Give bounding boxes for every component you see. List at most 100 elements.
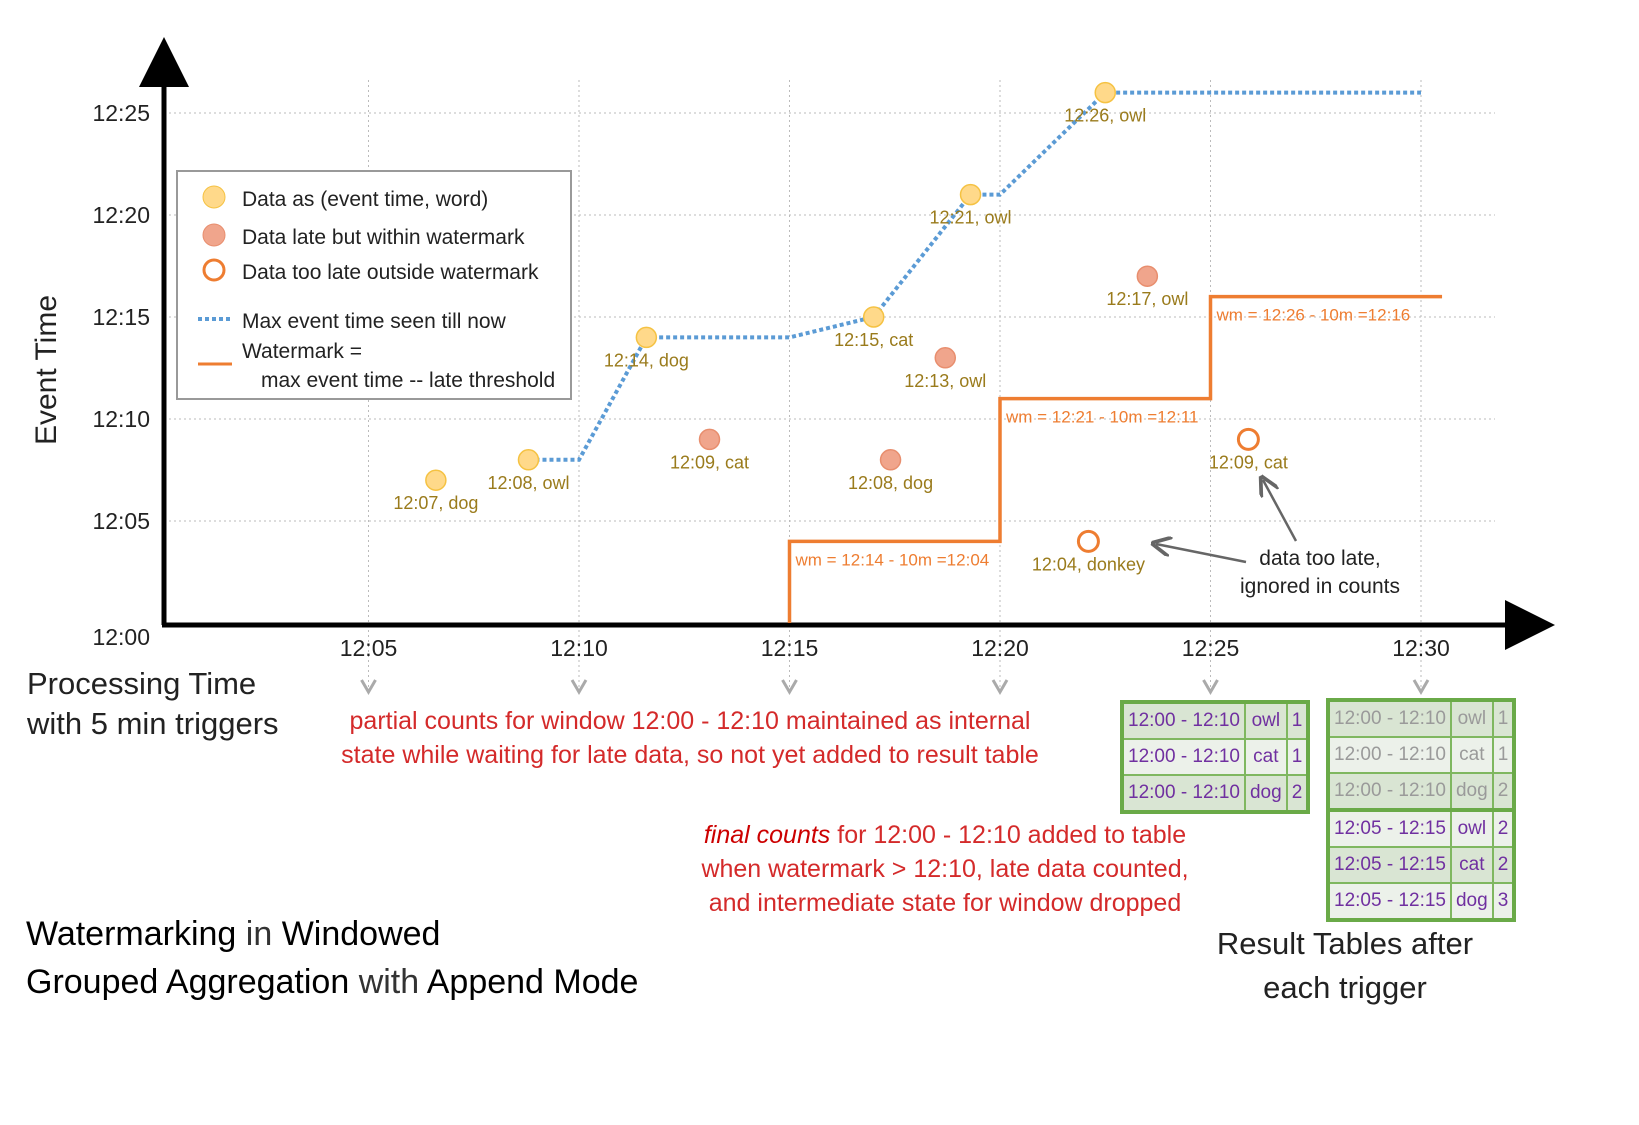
data-point-label: 12:13, owl xyxy=(904,371,986,391)
legend-wm-label-1: Watermark = xyxy=(242,340,362,363)
table-cell: 3 xyxy=(1491,882,1516,921)
x-tick-label: 12:30 xyxy=(1392,635,1450,661)
result-table-1225: 12:00 - 12:10 owl 1 12:00 - 12:10 cat 1 12:00 … xyxy=(1120,700,1311,814)
x-tick-label: 12:25 xyxy=(1182,635,1240,661)
data-point-label: 12:14, dog xyxy=(604,350,689,370)
table-row: 12:00 - 12:10 cat 1 xyxy=(1327,736,1516,774)
data-point-late xyxy=(1136,265,1159,287)
data-point-label: 12:26, owl xyxy=(1064,106,1146,126)
table-cell: dog xyxy=(1449,772,1494,811)
data-point-label: 12:04, donkey xyxy=(1032,554,1145,574)
legend-data-label: Data as (event time, word) xyxy=(242,188,488,211)
trigger-arrow-icon xyxy=(570,679,588,695)
data-point-data xyxy=(425,469,447,491)
table-cell: 12:00 - 12:10 xyxy=(1327,699,1452,738)
legend-late-icon xyxy=(202,223,226,247)
table-cell: owl xyxy=(1243,701,1288,740)
table-cell: owl xyxy=(1449,699,1494,738)
partial-note-2: state while waiting for late data, so no… xyxy=(341,741,1039,769)
too-late-annotation-1: data too late, xyxy=(1259,547,1380,570)
data-point-label: 12:08, owl xyxy=(487,473,569,493)
data-point-data xyxy=(635,326,658,349)
arrow-to-donkey xyxy=(1156,544,1247,564)
table-cell: 12:00 - 12:10 xyxy=(1121,774,1246,813)
y-tick-label: 12:20 xyxy=(92,202,150,228)
y-tick-label: 12:05 xyxy=(92,508,150,534)
result-table-1230: 12:00 - 12:10 owl 1 12:00 - 12:10 cat 1 12:00 … xyxy=(1326,698,1517,922)
data-point-data xyxy=(862,306,885,328)
table-row: 12:00 - 12:10 dog 2 xyxy=(1121,774,1310,813)
table-cell: 2 xyxy=(1491,772,1516,811)
legend-data-icon xyxy=(202,185,226,209)
x-axis-label-1: Processing Time xyxy=(27,666,257,701)
data-point-label: 12:09, cat xyxy=(670,452,749,472)
table-cell: 2 xyxy=(1285,774,1310,813)
x-tick-label: 12:05 xyxy=(340,635,398,661)
table-row: 12:05 - 12:15 dog 3 xyxy=(1327,882,1516,921)
table-cell: 12:00 - 12:10 xyxy=(1327,772,1452,811)
table-cell: 1 xyxy=(1285,701,1310,740)
data-point-late xyxy=(698,428,721,451)
data-point-late xyxy=(934,347,957,369)
table-row: 12:00 - 12:10 dog 2 xyxy=(1327,772,1516,811)
table-row: 12:00 - 12:10 cat 1 xyxy=(1121,738,1310,776)
y-tick-label: 12:15 xyxy=(92,304,150,330)
data-point-label: 12:09, cat xyxy=(1209,452,1288,472)
arrow-to-cat xyxy=(1263,480,1298,542)
table-cell: 12:00 - 12:10 xyxy=(1121,701,1246,740)
x-tick-label: 12:10 xyxy=(550,635,608,661)
x-axis-label-2: with 5 min triggers xyxy=(27,706,279,741)
data-point-label: 12:15, cat xyxy=(834,330,913,350)
table-row: 12:00 - 12:10 owl 1 xyxy=(1121,701,1310,740)
result-caption-2: each trigger xyxy=(1263,970,1427,1005)
data-point-too-late xyxy=(1076,529,1100,553)
legend-too-late-icon xyxy=(202,258,226,282)
table-cell: 1 xyxy=(1491,699,1516,738)
data-point-too-late xyxy=(1236,427,1260,451)
y-tick-label: 12:25 xyxy=(92,100,150,126)
data-point-late xyxy=(879,449,902,471)
legend-too-late-label: Data too late outside watermark xyxy=(242,261,539,284)
table-row: 12:05 - 12:15 owl 2 xyxy=(1327,808,1516,848)
y-axis-label: Event Time xyxy=(30,295,63,445)
data-point-data xyxy=(1094,81,1116,104)
result-caption-1: Result Tables after xyxy=(1216,926,1474,961)
too-late-annotation-2: ignored in counts xyxy=(1240,575,1400,598)
legend-late-label: Data late but within watermark xyxy=(242,226,525,249)
data-point-label: 12:07, dog xyxy=(393,493,478,513)
table-cell: cat xyxy=(1449,736,1494,774)
legend: Data as (event time, word) Data late but… xyxy=(176,170,572,400)
trigger-arrow-icon xyxy=(1202,679,1219,695)
final-note-2: when watermark > 12:10, late data counte… xyxy=(701,855,1189,883)
x-tick-label: 12:15 xyxy=(761,635,819,661)
trigger-arrow-icon xyxy=(360,679,377,695)
table-cell: 1 xyxy=(1285,738,1310,776)
watermark-label: wm = 12:26 - 10m =12:16 xyxy=(1216,306,1411,325)
legend-wm-label-2: max event time -- late threshold xyxy=(261,369,555,392)
table-cell: dog xyxy=(1449,882,1494,921)
table-cell: 12:05 - 12:15 xyxy=(1327,808,1452,848)
final-counts-emphasis: final counts xyxy=(703,821,831,849)
y-tick-label: 12:00 xyxy=(92,624,150,650)
table-cell: 2 xyxy=(1491,846,1516,884)
watermark-label: wm = 12:14 - 10m =12:04 xyxy=(795,550,990,569)
table-cell: 2 xyxy=(1491,808,1516,848)
final-note-3: and intermediate state for window droppe… xyxy=(708,889,1182,917)
table-cell: 12:05 - 12:15 xyxy=(1327,846,1452,884)
x-tick-label: 12:20 xyxy=(971,635,1029,661)
table-cell: 12:00 - 12:10 xyxy=(1121,738,1246,776)
table-row: 12:00 - 12:10 owl 1 xyxy=(1327,699,1516,738)
data-point-label: 12:08, dog xyxy=(848,473,933,493)
data-point-data xyxy=(959,183,982,206)
trigger-arrow-icon xyxy=(781,679,798,695)
watermark-label: wm = 12:21 - 10m =12:11 xyxy=(1005,408,1198,427)
trigger-arrow-icon xyxy=(991,679,1009,695)
table-cell: 12:00 - 12:10 xyxy=(1327,736,1452,774)
table-cell: 12:05 - 12:15 xyxy=(1327,882,1452,921)
partial-note-1: partial counts for window 12:00 - 12:10 … xyxy=(349,707,1031,735)
data-point-label: 12:21, owl xyxy=(929,208,1011,228)
page-title: Watermarking in Windowed Grouped Aggrega… xyxy=(26,915,639,1001)
watermark-line xyxy=(787,294,1443,623)
